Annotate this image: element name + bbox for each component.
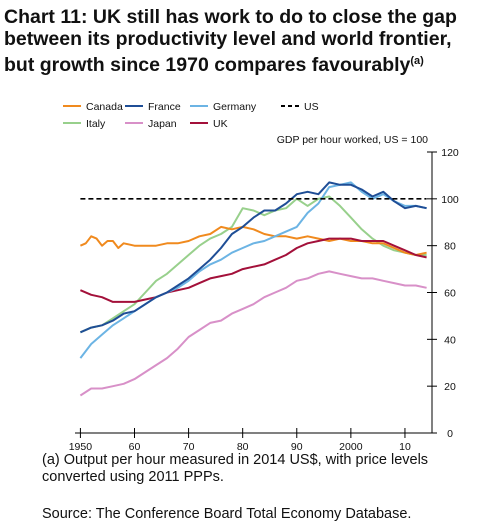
y-axis-label: GDP per hour worked, US = 100 bbox=[277, 134, 428, 146]
legend-label-germany: Germany bbox=[213, 101, 257, 113]
x-tick-label-2010: 10 bbox=[399, 441, 411, 453]
x-tick-label-1990: 90 bbox=[291, 441, 303, 453]
chart-title-text: Chart 11: UK still has work to do to clo… bbox=[4, 6, 457, 76]
y-tick-label-20: 20 bbox=[444, 381, 456, 393]
series-line-germany bbox=[79, 181, 427, 359]
y-tick-label-40: 40 bbox=[444, 334, 456, 346]
legend-label-canada: Canada bbox=[86, 101, 123, 113]
legend: Canada France Germany US Italy Japan UK bbox=[63, 101, 319, 130]
legend-label-italy: Italy bbox=[86, 118, 106, 130]
footnote: (a) Output per hour measured in 2014 US$… bbox=[42, 452, 429, 485]
series-lines bbox=[79, 181, 427, 397]
x-tick-label-1960: 60 bbox=[129, 441, 141, 453]
legend-label-uk: UK bbox=[213, 118, 228, 130]
legend-label-us: US bbox=[304, 101, 319, 113]
y-tick-label-100: 100 bbox=[441, 194, 459, 206]
x-tick-label-2000: 2000 bbox=[339, 441, 363, 453]
series-line-japan bbox=[79, 270, 427, 397]
x-tick-label-1970: 70 bbox=[183, 441, 195, 453]
title-footnote-marker: (a) bbox=[410, 55, 424, 67]
chart-title: Chart 11: UK still has work to do to clo… bbox=[4, 6, 474, 76]
y-tick-label-120: 120 bbox=[441, 147, 459, 159]
axes: 0 20 40 60 80 100 120 1950 60 70 80 90 2000 10 bbox=[69, 147, 459, 453]
y-tick-label-60: 60 bbox=[444, 288, 456, 300]
x-tick-label-1980: 80 bbox=[237, 441, 249, 453]
source-note: Source: The Conference Board Total Econo… bbox=[42, 506, 412, 522]
series-line-uk bbox=[80, 237, 427, 303]
series-line-france bbox=[80, 181, 427, 334]
y-tick-label-0: 0 bbox=[447, 428, 453, 440]
x-tick-label-1950: 1950 bbox=[69, 441, 93, 453]
legend-label-japan: Japan bbox=[148, 118, 177, 130]
y-tick-label-80: 80 bbox=[444, 241, 456, 253]
legend-label-france: France bbox=[148, 101, 181, 113]
